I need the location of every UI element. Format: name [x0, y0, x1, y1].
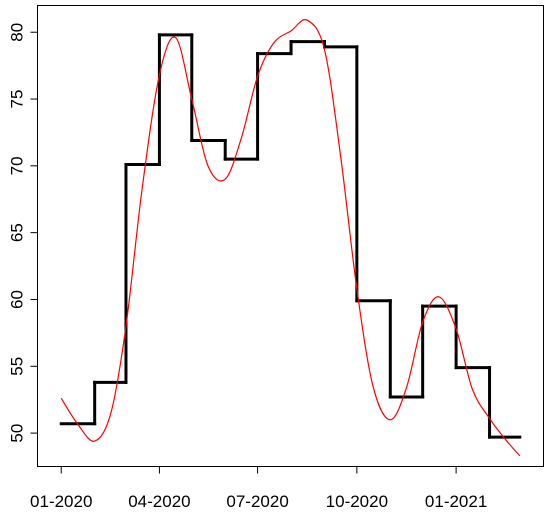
y-tick-label: 50: [8, 424, 27, 443]
x-tick-label: 04-2020: [128, 492, 190, 511]
x-tick-label: 07-2020: [226, 492, 288, 511]
plot-frame: [37, 5, 544, 467]
y-axis: 50 55 60 65 70 75 80: [8, 23, 38, 443]
y-tick-label: 65: [8, 223, 27, 242]
y-tick-label: 75: [8, 90, 27, 109]
smooth-series-line: [60, 19, 521, 457]
x-axis: 01-2020 04-2020 07-2020 10-2020 01-2021: [30, 466, 487, 511]
x-tick-label: 01-2020: [30, 492, 92, 511]
x-tick-label: 10-2020: [326, 492, 388, 511]
x-tick-label: 01-2021: [425, 492, 487, 511]
y-tick-label: 55: [8, 357, 27, 376]
y-tick-label: 70: [8, 156, 27, 175]
y-tick-label: 80: [8, 23, 27, 42]
series-layer: [59, 19, 522, 457]
y-tick-label: 60: [8, 290, 27, 309]
step-series: [59, 33, 522, 439]
